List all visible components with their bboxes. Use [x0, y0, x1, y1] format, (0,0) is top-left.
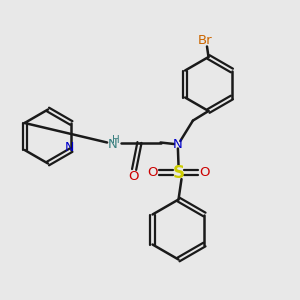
Text: Br: Br — [198, 34, 213, 47]
Text: N: N — [173, 137, 183, 151]
Text: N: N — [65, 141, 75, 154]
Text: S: S — [172, 164, 184, 181]
Text: O: O — [199, 166, 209, 179]
Text: O: O — [128, 170, 138, 184]
Text: N: N — [108, 137, 118, 151]
Text: O: O — [148, 166, 158, 179]
Text: H: H — [112, 135, 119, 145]
